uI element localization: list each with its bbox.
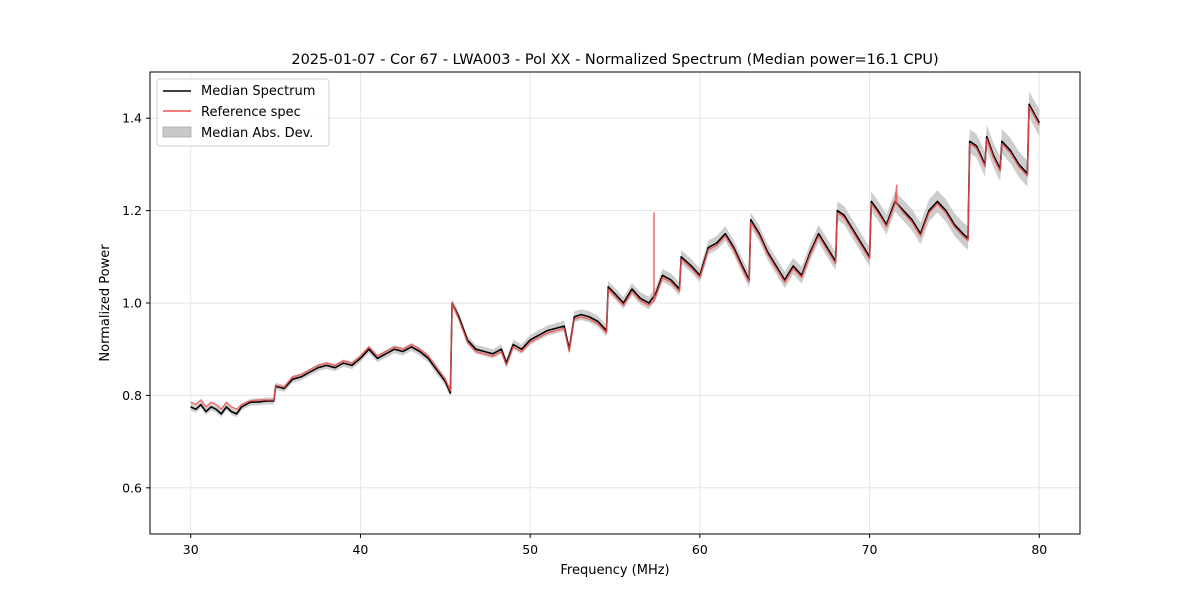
y-axis-ticks: 0.6 0.8 1.0 1.2 1.4: [122, 111, 150, 495]
legend-label-median: Median Spectrum: [201, 84, 315, 99]
x-tick-label: 70: [862, 542, 878, 557]
y-tick-label: 0.6: [122, 480, 142, 495]
legend-label-mad: Median Abs. Dev.: [201, 126, 313, 141]
x-tick-label: 30: [183, 542, 199, 557]
median-spectrum-line: [190, 103, 1040, 415]
series-lines: [190, 103, 1040, 415]
y-axis-label: Normalized Power: [98, 244, 113, 362]
x-tick-label: 40: [352, 542, 368, 557]
x-tick-label: 50: [522, 542, 538, 557]
legend-swatch-mad: [162, 126, 192, 138]
x-axis-label: Frequency (MHz): [560, 563, 669, 578]
x-axis-ticks: 30 40 50 60 70 80: [183, 534, 1047, 557]
y-tick-label: 1.0: [122, 296, 142, 311]
y-tick-label: 1.2: [122, 203, 142, 218]
reference-spec-line: [190, 105, 1040, 411]
legend: Median Spectrum Reference spec Median Ab…: [156, 78, 330, 147]
chart-title: 2025-01-07 - Cor 67 - LWA003 - Pol XX - …: [291, 52, 938, 68]
x-tick-label: 60: [692, 542, 708, 557]
grid-lines: [150, 72, 1080, 534]
x-tick-label: 80: [1031, 542, 1047, 557]
legend-label-reference: Reference spec: [201, 105, 301, 120]
y-tick-label: 1.4: [122, 111, 142, 126]
y-tick-label: 0.8: [122, 388, 142, 403]
legend-box: [156, 78, 330, 147]
